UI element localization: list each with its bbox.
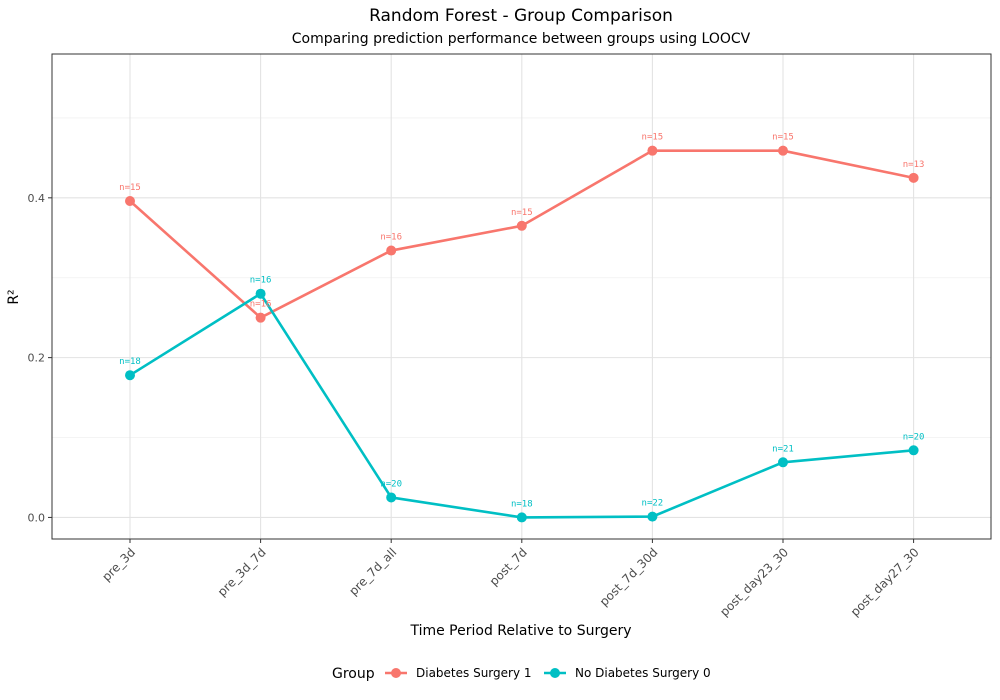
chart-title: Random Forest - Group Comparison: [369, 6, 673, 26]
data-point: [647, 145, 658, 156]
data-point: [908, 172, 919, 183]
legend-key-diabetes-point: [391, 668, 401, 678]
data-point: [255, 312, 266, 323]
data-point-label: n=22: [642, 499, 664, 509]
data-point: [516, 220, 527, 231]
y-tick-label: 0.4: [28, 192, 46, 205]
data-point-label: n=20: [903, 432, 925, 442]
grid: [52, 54, 991, 539]
data-point: [125, 196, 135, 207]
data-point-label: n=15: [772, 133, 794, 143]
x-tick-label: post_7d: [487, 545, 530, 588]
x-tick-label: pre_3d: [99, 545, 138, 584]
x-tick-label: pre_3d_7d: [215, 545, 269, 599]
data-point: [647, 511, 658, 522]
data-point: [778, 145, 788, 156]
legend: Group Diabetes Surgery 1 No Diabetes Sur…: [332, 666, 711, 682]
x-axis-title: Time Period Relative to Surgery: [409, 623, 631, 639]
data-point: [516, 512, 527, 523]
x-tick-label: post_7d_30d: [597, 545, 661, 609]
y-axis: 0.0 0.2 0.4: [28, 192, 52, 524]
data-point: [125, 370, 135, 381]
data-point-label: n=13: [903, 160, 925, 170]
data-point: [386, 245, 397, 256]
data-point-label: n=15: [119, 183, 141, 193]
y-tick-label: 0.0: [28, 511, 46, 524]
legend-label-no-diabetes: No Diabetes Surgery 0: [575, 666, 711, 680]
data-point: [908, 445, 919, 456]
data-point-label: n=16: [250, 300, 272, 310]
sample-size-labels: n=15 n=16 n=16 n=15 n=15 n=15 n=13 n=18 n=16 n=20…: [119, 133, 924, 510]
data-point: [255, 288, 266, 299]
data-point-label: n=20: [380, 479, 402, 489]
data-point-label: n=16: [380, 233, 402, 243]
data-point: [386, 492, 397, 503]
legend-key-no-diabetes-point: [550, 668, 560, 678]
series-points: [125, 145, 919, 523]
x-axis: pre_3d pre_3d_7d pre_7d_all post_7d post_7d_…: [99, 539, 922, 619]
chart-subtitle: Comparing prediction performance between…: [292, 31, 751, 47]
x-tick-label: post_day27_30: [848, 545, 922, 619]
data-point-label: n=18: [511, 499, 533, 509]
data-point-label: n=15: [642, 133, 664, 143]
data-point: [778, 457, 788, 468]
data-point-label: n=16: [250, 276, 272, 286]
legend-title: Group: [332, 666, 375, 682]
data-point-label: n=15: [511, 208, 533, 218]
y-axis-title: R²: [6, 289, 22, 304]
y-tick-label: 0.2: [28, 352, 46, 365]
legend-label-diabetes: Diabetes Surgery 1: [416, 666, 532, 680]
x-tick-label: pre_7d_all: [346, 545, 399, 598]
x-tick-label: post_day23_30: [717, 545, 791, 619]
data-point-label: n=21: [772, 444, 794, 454]
data-point-label: n=18: [119, 357, 141, 367]
